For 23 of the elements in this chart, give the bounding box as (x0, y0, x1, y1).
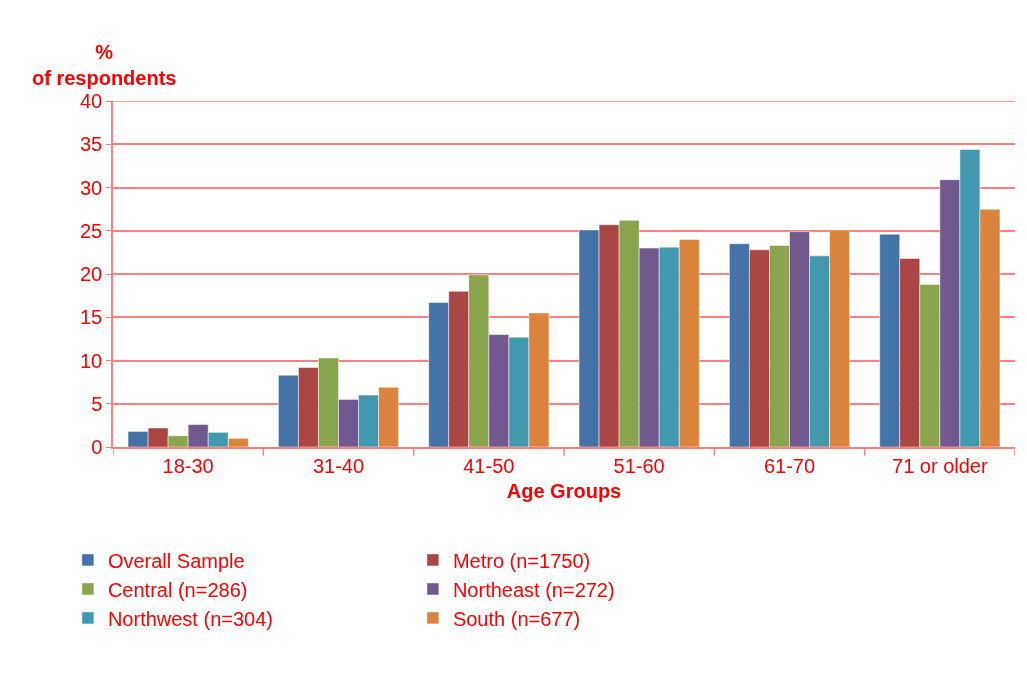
y-tick-label: 5 (91, 392, 103, 415)
legend-label: South (n=677) (452, 607, 581, 630)
legend-label: Northeast (n=272) (452, 578, 615, 601)
y-tick-label: 30 (80, 176, 103, 199)
x-axis-title: Age Groups (506, 479, 622, 502)
legend-label: Metro (n=1750) (452, 549, 591, 572)
x-tick-label: 31-40 (312, 454, 365, 477)
y-tick-label: 25 (80, 219, 103, 242)
y-tick-label: 20 (80, 263, 103, 285)
y-tick-label: 0 (91, 436, 103, 458)
y-tick-label: 10 (80, 349, 103, 372)
x-tick-label: 71 or older (892, 454, 988, 477)
legend-label: Northwest (n=304) (107, 607, 273, 630)
y-axis-title: % of respondents (32, 41, 177, 89)
x-tick-label: 61-70 (763, 454, 816, 477)
y-tick-label: 40 (80, 90, 103, 112)
legend-label: Overall Sample (107, 549, 245, 572)
y-tick-label: 35 (80, 133, 103, 156)
legend-label: Central (n=286) (107, 578, 248, 601)
x-tick-label: 41-50 (463, 454, 515, 477)
x-tick-label: 18-30 (162, 454, 214, 477)
x-tick-label: 51-60 (613, 454, 665, 477)
y-tick-label: 15 (80, 306, 103, 329)
